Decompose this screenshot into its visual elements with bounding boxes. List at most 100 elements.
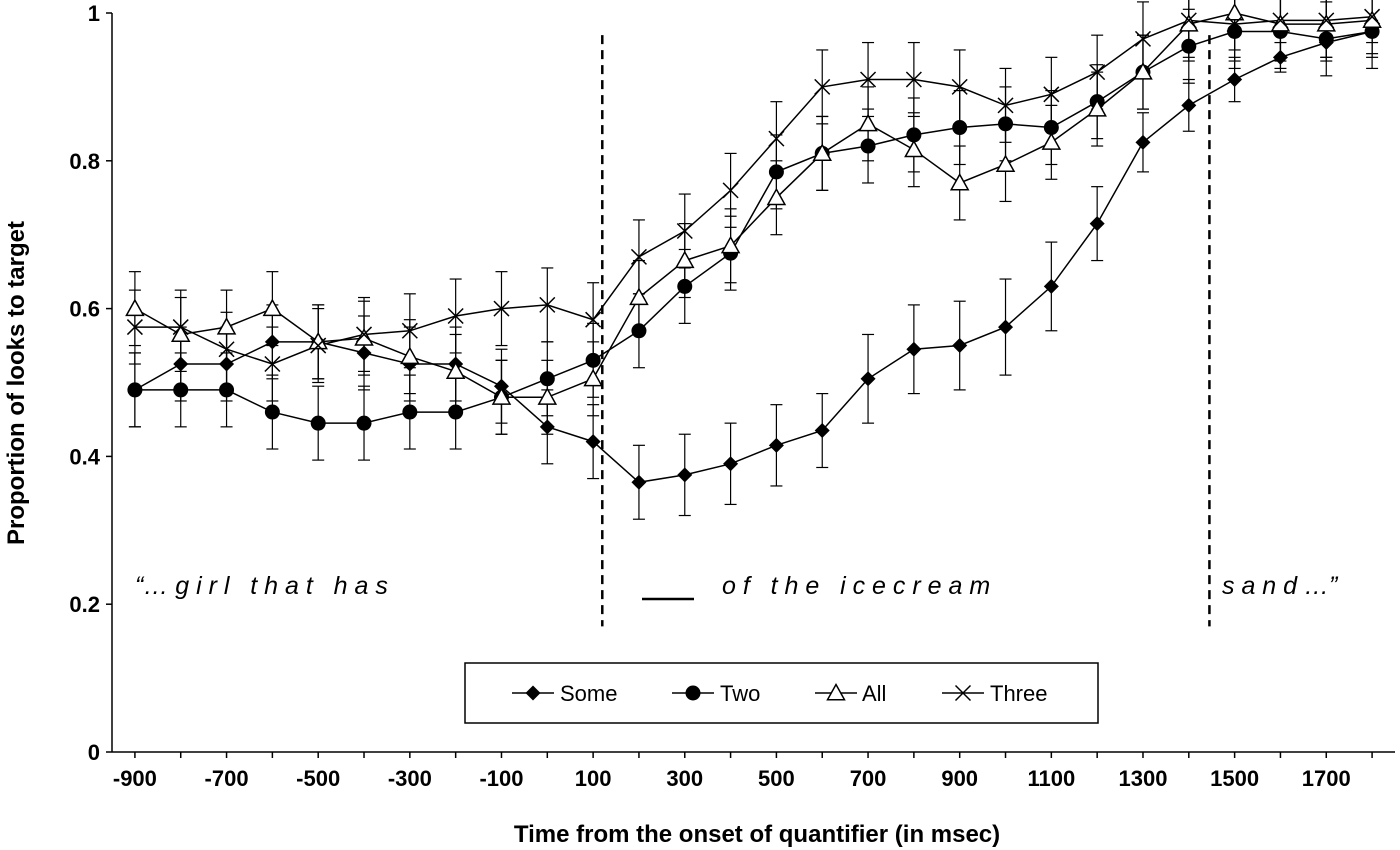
data-point-all: [400, 346, 420, 365]
y-tick-label: 0: [88, 740, 100, 765]
data-point-all: [812, 143, 833, 161]
series-lines: [134, 12, 1373, 484]
legend-label-all: All: [862, 681, 886, 706]
data-point-all: [491, 387, 512, 405]
data-point-all: [1041, 132, 1062, 150]
data-point-three: [997, 97, 1014, 114]
y-axis-title: Proportion of looks to target: [3, 221, 30, 545]
axes: [106, 12, 1395, 758]
data-point-two: [448, 404, 464, 420]
x-tick-label: 300: [666, 766, 703, 791]
data-point-two: [1318, 31, 1334, 47]
x-tick-label: 900: [941, 766, 978, 791]
data-point-three: [1043, 86, 1060, 103]
data-point-two: [768, 164, 784, 180]
data-point-all: [858, 113, 878, 132]
data-point-two: [539, 371, 555, 387]
data-point-all: [583, 368, 603, 387]
data-point-all: [262, 298, 283, 317]
data-point-three: [768, 130, 785, 147]
data-point-some: [1272, 49, 1288, 65]
legend-marker-some: [525, 685, 541, 701]
data-point-all: [1133, 62, 1153, 80]
data-point-two: [127, 382, 143, 398]
x-tick-label: -500: [296, 766, 340, 791]
data-point-all: [674, 250, 695, 269]
data-point-some: [631, 474, 647, 490]
data-point-all: [1087, 99, 1107, 117]
data-point-three: [1089, 64, 1106, 81]
data-point-all: [629, 287, 649, 306]
data-point-two: [219, 382, 235, 398]
data-point-two: [906, 127, 922, 143]
data-point-some: [1089, 216, 1105, 232]
y-tick-labels: 0 0.2 0.4 0.6 0.8 1: [69, 1, 100, 765]
data-point-all: [537, 387, 558, 405]
data-point-two: [677, 278, 693, 294]
data-point-three: [1226, 16, 1243, 33]
data-point-some: [952, 338, 968, 354]
data-point-three: [905, 71, 922, 88]
x-tick-label: -900: [113, 766, 157, 791]
data-point-all: [904, 139, 924, 158]
y-tick-label: 0.8: [69, 149, 100, 174]
data-point-three: [447, 307, 464, 325]
data-point-some: [585, 434, 601, 450]
data-point-some: [768, 437, 784, 453]
data-point-two: [585, 352, 601, 368]
data-point-three: [401, 322, 418, 339]
series-markers: [125, 2, 1382, 490]
data-point-all: [1270, 14, 1291, 32]
data-point-three: [630, 248, 647, 265]
data-point-two: [310, 415, 326, 431]
y-tick-label: 1: [88, 1, 100, 26]
data-point-some: [860, 371, 876, 387]
data-point-some: [1227, 72, 1243, 88]
data-point-three: [1180, 12, 1197, 29]
data-point-some: [677, 467, 693, 483]
legend-label-three: Three: [990, 681, 1047, 706]
y-tick-label: 0.2: [69, 592, 100, 617]
data-point-three: [1364, 8, 1381, 25]
data-point-all: [949, 172, 970, 191]
data-point-two: [402, 404, 418, 420]
data-point-some: [906, 341, 922, 357]
data-point-all: [1179, 14, 1199, 32]
data-point-some: [1043, 278, 1059, 294]
phrase-annotation-1: “… g i r l t h a t h a s: [135, 572, 388, 600]
data-point-three: [355, 326, 373, 343]
data-point-all: [766, 187, 787, 206]
x-axis-title: Time from the onset of quantifier (in ms…: [514, 821, 1000, 848]
legend-label-some: Some: [560, 681, 617, 706]
data-point-all: [125, 298, 145, 317]
x-tick-label: 1700: [1302, 766, 1351, 791]
data-point-three: [172, 319, 189, 336]
phrase-annotation-2: o f t h e i c e c r e a m: [722, 572, 990, 600]
x-tick-label: -700: [205, 766, 249, 791]
data-point-some: [493, 378, 509, 394]
data-point-some: [998, 319, 1014, 335]
x-tick-label: -300: [388, 766, 432, 791]
series-line-two: [134, 30, 1373, 424]
data-point-three: [539, 296, 556, 313]
data-point-three: [1134, 30, 1152, 47]
data-point-some: [219, 356, 235, 372]
data-point-all: [1316, 14, 1337, 32]
data-point-three: [676, 222, 693, 240]
data-point-three: [218, 341, 235, 358]
data-point-two: [1181, 38, 1197, 54]
x-tick-label: 100: [575, 766, 612, 791]
data-point-some: [356, 345, 372, 361]
legend-marker-two: [685, 685, 701, 701]
y-tick-label: 0.4: [69, 444, 100, 469]
data-point-some: [173, 356, 189, 372]
data-point-three: [722, 182, 739, 199]
data-point-two: [631, 323, 647, 339]
legend-marker-three: [954, 684, 972, 702]
legend: Some Two All Three: [464, 662, 1099, 724]
data-point-some: [1135, 134, 1151, 150]
data-point-some: [1181, 97, 1197, 113]
legend-marker-all: [826, 682, 846, 701]
data-point-two: [1227, 23, 1243, 39]
